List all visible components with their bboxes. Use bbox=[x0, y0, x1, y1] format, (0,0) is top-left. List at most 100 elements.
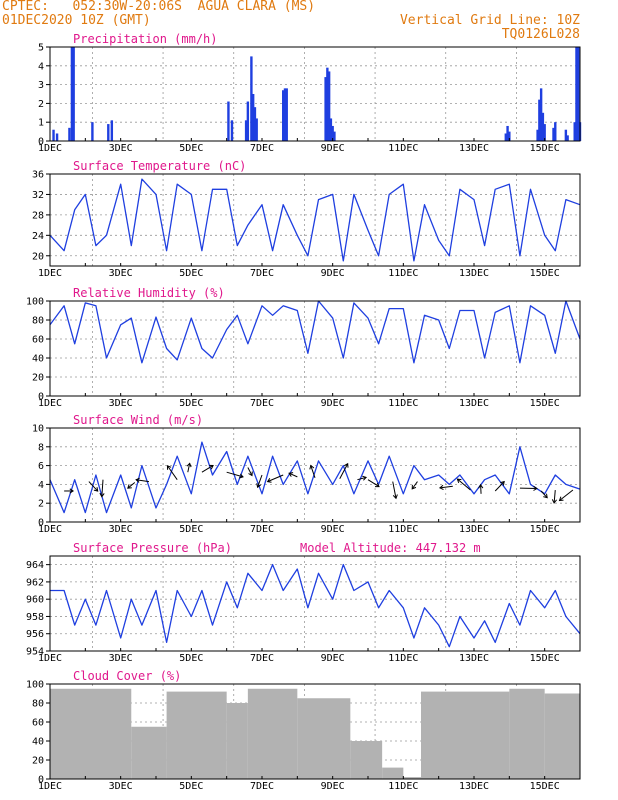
p6-cloud-segment bbox=[382, 767, 404, 779]
p1-precip-bar bbox=[70, 47, 74, 141]
p3-xtick-label: 15DEC bbox=[530, 398, 560, 409]
p4-wind-arrow bbox=[457, 478, 471, 491]
p4-wind-arrow bbox=[257, 474, 263, 488]
p4-wind-arrowhead bbox=[288, 472, 294, 477]
p6-ytick-label: 20 bbox=[32, 756, 44, 767]
p6-panel-title: Cloud Cover (%) bbox=[73, 669, 181, 683]
p4-wind-arrow bbox=[310, 465, 316, 478]
p1-precip-bar bbox=[107, 124, 110, 141]
p1-precip-bar bbox=[543, 124, 546, 141]
p4-wind-arrowhead bbox=[127, 484, 132, 489]
p4-wind-arrowhead bbox=[411, 484, 417, 490]
p5-xtick-label: 11DEC bbox=[388, 653, 418, 664]
p2-xtick-label: 11DEC bbox=[388, 268, 418, 279]
p3-xtick-label: 1DEC bbox=[38, 398, 62, 409]
p6-ytick-label: 0 bbox=[38, 775, 44, 786]
p1-precip-bar bbox=[251, 94, 255, 141]
p4-wind-arrowhead bbox=[186, 462, 192, 468]
p1-precip-bar bbox=[327, 71, 331, 141]
p6-cloud-segment bbox=[131, 726, 167, 779]
header-right-2: TQ0126L028 bbox=[501, 27, 580, 42]
p4-wind-arrowhead bbox=[456, 478, 462, 484]
p3-xtick-label: 13DEC bbox=[459, 398, 489, 409]
p6-xtick-label: 3DEC bbox=[109, 781, 133, 792]
p4-wind-arrowhead bbox=[343, 462, 349, 468]
p5-xtick-label: 3DEC bbox=[109, 653, 133, 664]
p1-precip-bar bbox=[539, 88, 543, 141]
p1-xtick-label: 1DEC bbox=[38, 143, 62, 154]
p4-wind-arrowhead bbox=[438, 484, 444, 491]
p5-xtick-label: 13DEC bbox=[459, 653, 489, 664]
p1-precip-bar bbox=[253, 107, 257, 141]
p1-ytick-label: 1 bbox=[38, 118, 44, 129]
p3-ytick-label: 40 bbox=[32, 354, 44, 365]
p4-xtick-label: 13DEC bbox=[459, 524, 489, 535]
p1-xtick-label: 9DEC bbox=[321, 143, 345, 154]
p6-ytick-label: 60 bbox=[32, 718, 44, 729]
p4-wind-arrow bbox=[167, 465, 178, 480]
p1-precip-bar bbox=[246, 101, 250, 141]
p1-precip-bar bbox=[566, 135, 569, 141]
p4-wind-arrow bbox=[553, 489, 556, 504]
p4-wind-arrow bbox=[559, 489, 574, 501]
p1-precip-bar bbox=[110, 120, 114, 141]
header-line-2: 01DEC2020 10Z (GMT) bbox=[2, 13, 151, 28]
p1-precip-bar bbox=[227, 101, 230, 141]
p2-xtick-label: 13DEC bbox=[459, 268, 489, 279]
p4-wind-arrow bbox=[357, 476, 367, 481]
p4-wind-arrowhead bbox=[166, 465, 172, 470]
p4-wind-arrowhead bbox=[248, 471, 253, 477]
p6-cloud-segment bbox=[50, 688, 132, 779]
p1-precip-bar bbox=[504, 133, 507, 141]
p4-xtick-label: 11DEC bbox=[388, 524, 418, 535]
p5-ytick-label: 964 bbox=[26, 560, 44, 571]
p4-wind-arrow bbox=[88, 481, 99, 492]
p2-xtick-label: 7DEC bbox=[250, 268, 274, 279]
p1-precip-bar bbox=[283, 88, 287, 141]
p4-ytick-label: 0 bbox=[38, 518, 44, 529]
p5-ytick-label: 956 bbox=[26, 629, 44, 640]
p3-ytick-label: 0 bbox=[38, 392, 44, 403]
p1-precip-bar bbox=[326, 67, 329, 141]
p4-wind-arrowhead bbox=[543, 493, 548, 499]
p5-ytick-label: 958 bbox=[26, 612, 44, 623]
p5-xtick-label: 5DEC bbox=[179, 653, 203, 664]
p4-wind-arrowhead bbox=[93, 487, 99, 492]
p5-xtick-label: 9DEC bbox=[321, 653, 345, 664]
p1-precip-bar bbox=[577, 47, 580, 141]
p2-xtick-label: 5DEC bbox=[179, 268, 203, 279]
p1-precip-bar bbox=[55, 133, 59, 141]
p1-precip-bar bbox=[508, 131, 511, 141]
p1-precip-bar bbox=[333, 131, 336, 141]
p4-series-line bbox=[49, 441, 581, 514]
p1-precip-bar bbox=[68, 127, 71, 141]
p6-xtick-label: 13DEC bbox=[459, 781, 489, 792]
p2-xtick-label: 1DEC bbox=[38, 268, 62, 279]
p3-panel-title: Relative Humidity (%) bbox=[73, 286, 225, 300]
p6-cloud-segment bbox=[544, 693, 580, 779]
p6-ytick-label: 40 bbox=[32, 737, 44, 748]
p5-xtick-label: 7DEC bbox=[250, 653, 274, 664]
p1-precip-bar bbox=[575, 47, 578, 141]
p3-xtick-label: 7DEC bbox=[250, 398, 274, 409]
p1-precip-bar bbox=[331, 125, 334, 141]
p4-ytick-label: 10 bbox=[32, 424, 44, 435]
p1-precip-bar bbox=[329, 118, 333, 141]
p1-precip-bar bbox=[573, 122, 576, 141]
p4-ytick-label: 8 bbox=[38, 442, 44, 453]
p1-precip-bar bbox=[52, 129, 55, 141]
p4-wind-arrowhead bbox=[309, 464, 315, 470]
p4-wind-arrow bbox=[127, 482, 136, 489]
p4-wind-arrowhead bbox=[375, 482, 380, 488]
p2-ytick-label: 32 bbox=[32, 190, 44, 201]
p1-ytick-label: 4 bbox=[38, 61, 44, 72]
p5-series-line bbox=[50, 563, 581, 648]
p3-xtick-label: 9DEC bbox=[321, 398, 345, 409]
p3-ytick-label: 80 bbox=[32, 316, 44, 327]
p4-wind-arrowhead bbox=[478, 483, 484, 489]
header-line-1: CPTEC: 052:30W-20:06S AGUA CLARA (MS) bbox=[2, 0, 316, 14]
p6-xtick-label: 15DEC bbox=[530, 781, 560, 792]
p2-xtick-label: 15DEC bbox=[530, 268, 560, 279]
p4-wind-arrow bbox=[339, 463, 349, 479]
